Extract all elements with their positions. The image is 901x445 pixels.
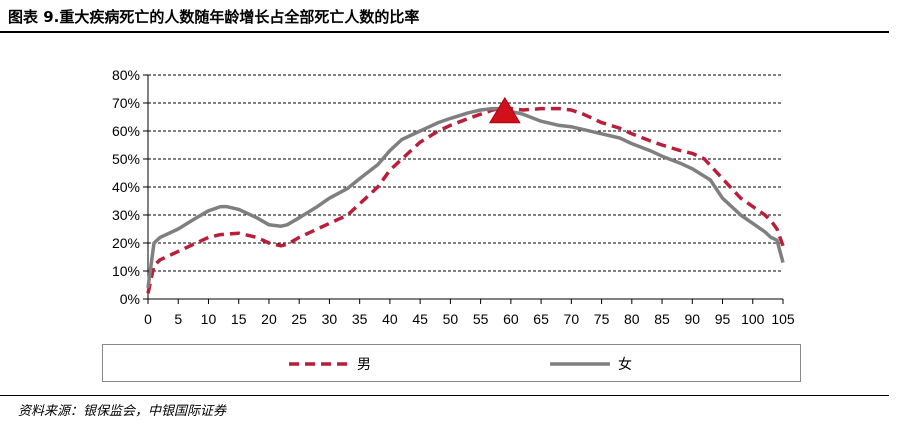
x-tick-label: 60 [503,311,519,327]
peak-markers [488,96,521,124]
x-tick-label: 100 [741,311,765,327]
x-tick-label: 40 [382,311,398,327]
x-tick-label: 90 [684,311,700,327]
series-line-male [146,106,785,294]
x-tick-labels: 0 5 10 15 20 25 30 35 40 45 50 55 60 65 70 75 80 85 90 95 10… [144,311,795,327]
x-tick-label: 85 [654,311,670,327]
legend-swatch-female [550,362,610,366]
x-tick-label: 70 [564,311,580,327]
footer-divider [0,395,889,396]
legend-label-female: 女 [618,357,632,373]
title-divider [0,31,889,33]
y-tick-label: 10% [112,263,140,279]
x-tick-label: 45 [412,311,428,327]
x-tick-label: 5 [174,311,182,327]
legend-label-male: 男 [357,357,371,373]
x-tick-label: 75 [594,311,610,327]
series-lines [146,106,785,294]
legend-swatch-male [289,362,349,366]
y-tick-label: 40% [112,179,140,195]
source-note: 资料来源：银保监会，中银国际证券 [18,404,227,419]
legend-item-male: 男 [289,353,371,375]
figure-title: 图表 9.重大疾病死亡的人数随年龄增长占全部死亡人数的比率 [8,8,420,26]
x-tick-label: 25 [291,311,307,327]
x-tick-label: 55 [473,311,489,327]
x-tick-label: 20 [261,311,277,327]
gridlines [148,74,783,272]
y-tick-labels: 0% 10% 20% 30% 40% 50% 60% 70% 80% [112,67,140,307]
legend: 男 女 [102,344,801,382]
y-tick-label: 50% [112,151,140,167]
x-tick-label: 10 [201,311,217,327]
x-tick-label: 30 [322,311,338,327]
x-tick-label: 80 [624,311,640,327]
y-tick-label: 60% [112,123,140,139]
y-tick-label: 70% [112,95,140,111]
x-tick-label: 95 [715,311,731,327]
x-tick-label: 15 [231,311,247,327]
line-chart: 0% 10% 20% 30% 40% 50% 60% 70% 80% 0 5 10 15 20 25 30 3… [112,67,795,327]
axes [143,74,784,304]
y-tick-label: 30% [112,207,140,223]
x-tick-label: 105 [771,311,795,327]
x-tick-label: 50 [443,311,459,327]
y-tick-label: 0% [120,291,140,307]
legend-item-female: 女 [550,353,632,375]
series-line-female [146,106,785,289]
x-tick-label: 0 [144,311,152,327]
y-tick-label: 20% [112,235,140,251]
peak-triangle-marker [488,96,521,124]
x-tick-label: 35 [352,311,368,327]
x-tick-label: 65 [533,311,549,327]
y-tick-label: 80% [112,67,140,83]
